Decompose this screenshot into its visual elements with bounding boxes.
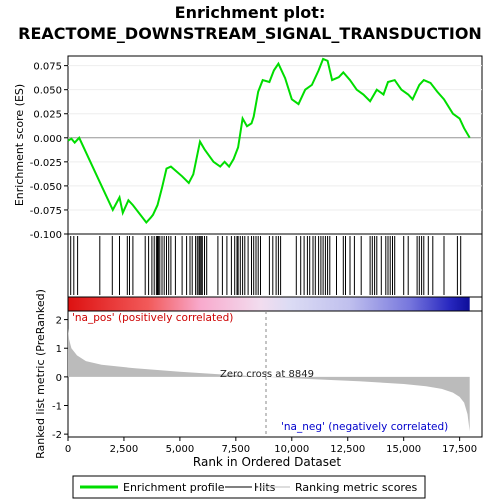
chart-subtitle: REACTOME_DOWNSTREAM_SIGNAL_TRANSDUCTION — [18, 24, 482, 43]
correlation-color-bar — [67, 296, 483, 312]
rank-gradient-bar — [68, 297, 470, 311]
hits-panel-frame — [67, 233, 483, 298]
es-y-tick-label: -0.075 — [30, 206, 62, 217]
x-tick-label: 2,500 — [110, 444, 139, 455]
es-y-tick-label: 0.000 — [33, 134, 62, 145]
x-tick-label: 10,000 — [274, 444, 309, 455]
metric-y-tick-label: -2 — [52, 430, 62, 441]
enrichment-profile-line — [67, 57, 471, 225]
es-y-tick-label: -0.025 — [30, 158, 62, 169]
x-tick-label: 5,000 — [166, 444, 195, 455]
es-panel: 0.075 0.050 0.025 0.000 -0.025 -0.050 -0.075 -0… — [13, 55, 483, 241]
es-y-tick-label: -0.050 — [30, 182, 62, 193]
x-tick-label: 15,000 — [386, 444, 421, 455]
es-y-tick-label: -0.100 — [30, 230, 62, 241]
hit-markers — [70, 236, 462, 295]
metric-y-tick-label: 1 — [56, 344, 62, 355]
es-y-ticks: 0.075 0.050 0.025 0.000 -0.025 -0.050 -0.075 -0… — [30, 62, 68, 241]
ranking-metric-area — [68, 328, 470, 432]
metric-y-axis-label: Ranked list metric (PreRanked) — [34, 289, 47, 459]
chart-title: Enrichment plot: — [175, 3, 326, 22]
es-y-tick-label: 0.025 — [33, 110, 62, 121]
legend-label-enrichment: Enrichment profile — [123, 481, 225, 494]
es-panel-frame — [67, 55, 483, 235]
x-axis: 0 2,500 5,000 7,500 10,000 12,500 15,000 17,500 — [65, 437, 477, 455]
metric-panel: Zero cross at 8849 'na_pos' (positively … — [34, 289, 483, 459]
x-tick-label: 12,500 — [330, 444, 365, 455]
hits-panel — [67, 233, 483, 298]
x-tick-label: 17,500 — [442, 444, 477, 455]
positive-correlation-label: 'na_pos' (positively correlated) — [72, 312, 233, 324]
x-tick-label: 7,500 — [222, 444, 251, 455]
x-axis-label: Rank in Ordered Dataset — [193, 455, 341, 469]
metric-y-tick-label: 2 — [56, 316, 62, 327]
metric-y-ticks: 2 1 0 -1 -2 — [52, 316, 68, 441]
es-y-tick-label: 0.050 — [33, 86, 62, 97]
negative-correlation-label: 'na_neg' (negatively correlated) — [281, 421, 448, 433]
zero-cross-label: Zero cross at 8849 — [220, 369, 314, 380]
es-y-axis-label: Enrichment score (ES) — [13, 84, 26, 206]
legend-label-metric: Ranking metric scores — [295, 481, 417, 494]
legend: Enrichment profile Hits Ranking metric s… — [72, 475, 426, 499]
metric-y-tick-label: 0 — [56, 373, 62, 384]
x-tick-label: 0 — [65, 444, 71, 455]
metric-y-tick-label: -1 — [52, 402, 62, 413]
es-y-tick-label: 0.075 — [33, 62, 62, 73]
